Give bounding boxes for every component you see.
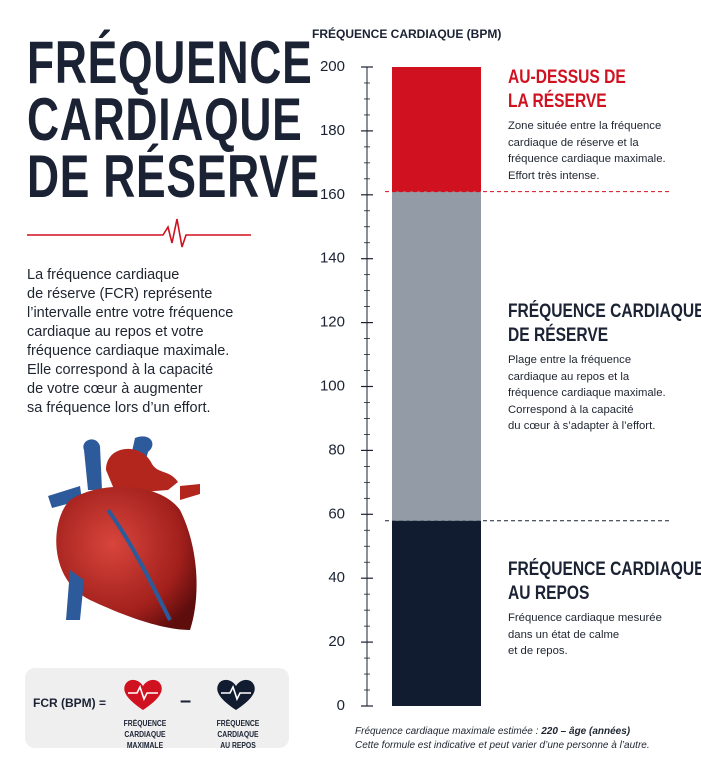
zone-title: FRÉQUENCE CARDIAQUE DE RÉSERVE (508, 301, 701, 346)
y-tick-label: 140 (320, 250, 345, 267)
y-tick-label: 180 (320, 122, 345, 139)
y-tick-label: 60 (328, 505, 345, 522)
ecg-divider (27, 218, 251, 248)
footnote-formula: 220 – âge (années) (541, 726, 631, 737)
y-tick-label: 100 (320, 377, 345, 394)
zone-title: FRÉQUENCE CARDIAQUE AU REPOS (508, 559, 701, 604)
bar-segment (392, 191, 481, 521)
y-tick-label: 160 (320, 186, 345, 203)
zone-title: AU-DESSUS DE LA RÉSERVE (508, 67, 626, 112)
zone-description: Zone située entre la fréquence cardiaque… (508, 120, 666, 182)
rest-label: FRÉQUENCE CARDIAQUE AU REPOS (216, 719, 260, 750)
formula-minus: – (180, 690, 192, 712)
rest-heart-icon (217, 679, 255, 710)
zone-description: Plage entre la fréquence cardiaque au re… (508, 354, 666, 432)
y-tick-label: 200 (320, 58, 345, 75)
footnote: Fréquence cardiaque maximale estimée : 2… (355, 726, 650, 751)
y-tick-label: 120 (320, 314, 345, 331)
formula-lhs: FCR (BPM) = (33, 696, 106, 710)
zone-description: Fréquence cardiaque mesurée dans un état… (508, 612, 662, 657)
y-axis-title: FRÉQUENCE CARDIAQUE (BPM) (312, 26, 501, 41)
formula-box: FCR (BPM) = FRÉQUENCE CARDIAQUE MAXIMALE… (25, 668, 289, 750)
page-title: FRÉQUENCE CARDIAQUE DE RÉSERVE (27, 29, 320, 210)
y-tick-label: 0 (337, 697, 345, 714)
footnote-note: Cette formule est indicative et peut var… (355, 740, 650, 751)
heart-illustration (48, 436, 200, 630)
bar-segment (392, 520, 481, 706)
max-heart-icon (124, 679, 162, 710)
max-label: FRÉQUENCE CARDIAQUE MAXIMALE (123, 719, 167, 750)
intro-text: La fréquence cardiaque de réserve (FCR) … (27, 267, 234, 416)
bar-segment (392, 67, 481, 192)
y-tick-label: 80 (328, 441, 345, 458)
y-tick-label: 40 (328, 569, 345, 586)
footnote-prefix: Fréquence cardiaque maximale estimée : (355, 726, 542, 737)
footnote-line: Fréquence cardiaque maximale estimée : 2… (355, 726, 650, 737)
y-tick-label: 20 (328, 633, 345, 650)
